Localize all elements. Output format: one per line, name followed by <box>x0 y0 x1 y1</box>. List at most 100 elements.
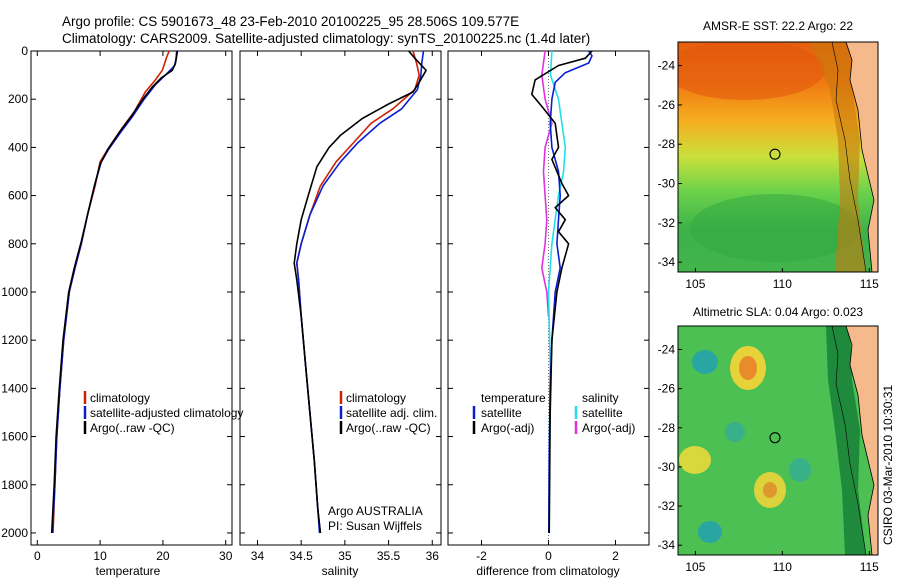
x-tick-label: 10 <box>93 549 107 563</box>
map-x-tick-label: 105 <box>685 560 705 574</box>
sla-map-title: Altimetric SLA: 0.04 Argo: 0.023 <box>693 305 863 319</box>
legend-label-satellite: satellite-adjusted climatology <box>90 406 243 420</box>
y-tick-label: 1600 <box>1 430 28 444</box>
difference-legend: temperature salinity satellite Argo(-adj… <box>472 391 635 435</box>
legend-label-argo: Argo(..raw -QC) <box>90 421 175 435</box>
y-tick-label: 1800 <box>1 478 28 492</box>
sst-map-ticks: 105 110 115 -24 -26 -28 -30 -32 -34 <box>658 59 880 291</box>
salinity-lines <box>293 50 427 534</box>
sst-float-marker <box>769 148 781 160</box>
map-y-tick-label: -30 <box>658 460 676 474</box>
sst-cool-patch <box>690 194 860 262</box>
y-tick-label: 800 <box>8 237 28 251</box>
temperature-lines <box>50 50 179 534</box>
legend-label-t-argo: Argo(-adj) <box>481 421 534 435</box>
series-line-satellite <box>295 50 425 534</box>
sla-map: Altimetric SLA: 0.04 Argo: 0.023 105 110 1… <box>658 305 880 574</box>
difference-ticks: -2 0 2 <box>448 50 649 563</box>
y-tick-label: 2000 <box>1 526 28 540</box>
sst-land <box>846 42 878 272</box>
difference-panel: -2 0 2 difference from climatology tempera… <box>447 50 650 578</box>
legend-label-argo: Argo(..raw -QC) <box>346 421 431 435</box>
sla-low-anomaly <box>692 350 718 374</box>
difference-xlabel: difference from climatology <box>476 564 619 578</box>
sst-map-title: AMSR-E SST: 22.2 Argo: 22 <box>703 19 853 33</box>
series-line-climatology <box>295 50 421 534</box>
legend-label-climatology: climatology <box>90 391 150 405</box>
temperature-panel: 0 10 20 30 0 200 400 600 800 1000 1200 1400 1600 1800… <box>1 44 243 578</box>
y-tick-label: 1200 <box>1 333 28 347</box>
sla-high-anomaly-core <box>739 356 757 380</box>
x-tick-label: 0 <box>34 549 41 563</box>
map-y-tick-label: -24 <box>658 342 676 356</box>
map-x-tick-label: 110 <box>773 560 792 574</box>
map-x-tick-label: 110 <box>773 277 792 291</box>
salinity-ticks: 34 34.5 35 35.5 36 <box>240 50 441 563</box>
salinity-xlabel: salinity <box>322 564 359 578</box>
csiro-timestamp: CSIRO 03-Mar-2010 10:30:31 <box>881 385 895 545</box>
series-line-argo <box>50 50 179 534</box>
sla-map-frame <box>677 325 879 556</box>
x-tick-label: 30 <box>219 549 233 563</box>
x-tick-label: 2 <box>612 549 619 563</box>
legend-label-s-satellite: satellite <box>582 406 623 420</box>
temperature-ticks: 0 10 20 30 0 200 400 600 800 1000 1200 1400 1600 1800… <box>1 44 232 563</box>
x-tick-label: 35 <box>338 549 352 563</box>
title-line-1: Argo profile: CS 5901673_48 23-Feb-2010 … <box>62 14 519 29</box>
difference-lines <box>530 50 593 534</box>
legend-label-climatology: climatology <box>346 391 406 405</box>
sst-coastline <box>845 42 875 272</box>
salinity-annotation-2: PI: Susan Wijffels <box>328 519 422 533</box>
salinity-panel: 34 34.5 35 35.5 36 salinity climatology sate… <box>239 50 442 578</box>
title-line-2: Climatology: CARS2009. Satellite-adjuste… <box>62 31 590 46</box>
y-tick-label: 200 <box>8 92 28 106</box>
x-tick-label: 0 <box>545 549 552 563</box>
map-y-tick-label: -24 <box>658 59 676 73</box>
sla-low-anomaly <box>698 521 722 543</box>
series-line-s_sat <box>547 50 567 534</box>
sla-coastline <box>845 326 875 555</box>
sst-map-frame <box>677 41 879 273</box>
sst-isobath <box>831 42 867 272</box>
series-line-argo <box>293 50 427 534</box>
map-y-tick-label: -28 <box>658 421 676 435</box>
sla-low-anomaly <box>789 458 811 482</box>
map-y-tick-label: -26 <box>658 382 676 396</box>
series-line-climatology <box>52 50 170 534</box>
x-tick-label: 34.5 <box>289 549 313 563</box>
sst-map: AMSR-E SST: 22.2 Argo: 22 105 110 115 -24 -2… <box>658 19 880 291</box>
legend-label-satellite: satellite adj. clim. <box>346 406 437 420</box>
sla-float-marker <box>769 432 781 444</box>
legend-label-s-argo: Argo(-adj) <box>582 421 635 435</box>
sla-west-anomaly <box>679 446 711 474</box>
y-tick-label: 400 <box>8 140 28 154</box>
x-tick-label: 20 <box>156 549 170 563</box>
y-tick-label: 0 <box>21 44 28 58</box>
series-line-t_argo <box>530 50 593 534</box>
map-y-tick-label: -32 <box>658 499 676 513</box>
map-y-tick-label: -34 <box>658 538 676 552</box>
map-y-tick-label: -34 <box>658 255 676 269</box>
temperature-legend: climatology satellite-adjusted climatolo… <box>83 391 243 435</box>
sla-land <box>846 326 878 555</box>
x-tick-label: -2 <box>476 549 487 563</box>
map-x-tick-label: 115 <box>860 277 879 291</box>
sla-low-anomaly <box>725 422 745 442</box>
map-y-tick-label: -28 <box>658 137 676 151</box>
x-tick-label: 35.5 <box>377 549 401 563</box>
map-y-tick-label: -32 <box>658 216 676 230</box>
map-x-tick-label: 105 <box>685 277 705 291</box>
map-x-tick-label: 115 <box>860 560 879 574</box>
x-tick-label: 34 <box>251 549 265 563</box>
x-tick-label: 36 <box>426 549 440 563</box>
y-tick-label: 1400 <box>1 381 28 395</box>
sla-map-ticks: 105 110 115 -24 -26 -28 -30 -32 -34 <box>658 342 880 574</box>
sst-warm-patch <box>678 42 825 100</box>
salinity-axes-frame <box>239 50 442 546</box>
salinity-annotation-1: Argo AUSTRALIA <box>328 504 423 518</box>
series-line-satellite <box>51 50 178 534</box>
salinity-legend: climatology satellite adj. clim. Argo(..… <box>339 391 437 435</box>
y-tick-label: 600 <box>8 189 28 203</box>
legend-title-temperature: temperature <box>481 391 546 405</box>
